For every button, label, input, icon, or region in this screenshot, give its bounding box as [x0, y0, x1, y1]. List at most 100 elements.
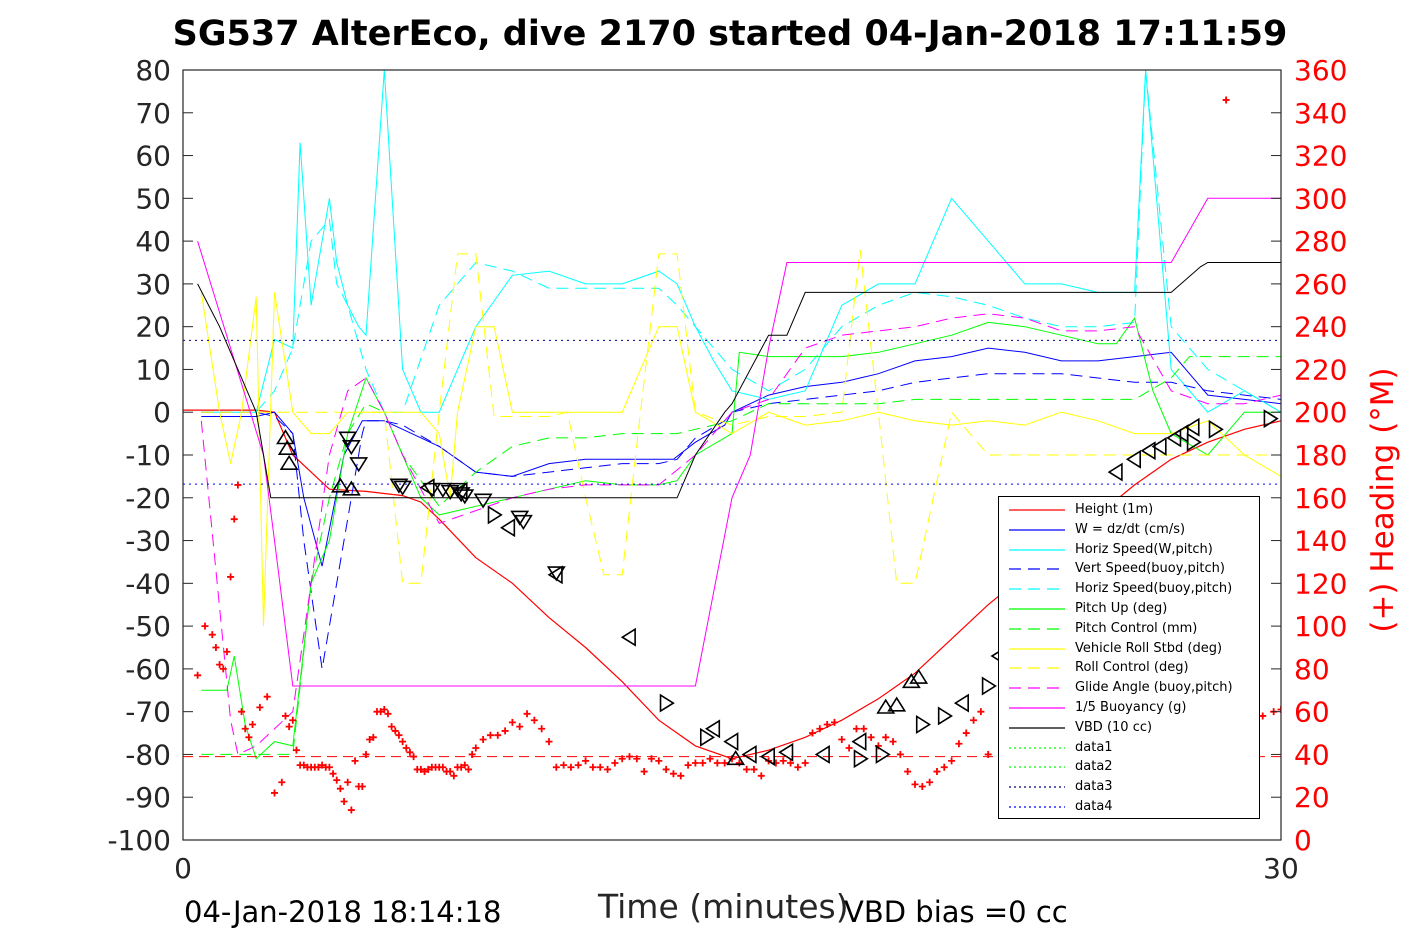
- heading-point: [721, 759, 729, 767]
- legend-swatch: [1009, 667, 1065, 669]
- heading-point: [684, 761, 692, 769]
- heading-point: [647, 755, 655, 763]
- legend-label: data2: [1075, 759, 1113, 775]
- heading-point: [508, 718, 516, 726]
- heading-point: [523, 710, 531, 718]
- gc-marker-up: [726, 750, 746, 766]
- heading-point: [816, 725, 824, 733]
- heading-point: [977, 708, 985, 716]
- legend-swatch: [1009, 529, 1065, 531]
- right-y-tick-label: 80: [1294, 653, 1330, 686]
- legend-label: Roll Control (deg): [1075, 660, 1189, 676]
- heading-point: [351, 757, 359, 765]
- gc-marker-right: [853, 749, 869, 769]
- heading-point: [779, 757, 787, 765]
- heading-point: [611, 759, 619, 767]
- right-y-tick-label: 260: [1294, 268, 1347, 301]
- gc-marker-right: [659, 693, 675, 713]
- heading-point: [911, 780, 919, 788]
- right-y-tick-label: 360: [1294, 54, 1347, 87]
- legend-swatch: [1009, 766, 1065, 768]
- heading-point: [457, 763, 465, 771]
- heading-point: [582, 757, 590, 765]
- legend-item: data1: [999, 740, 1259, 758]
- heading-point: [962, 729, 970, 737]
- right-y-tick-label: 340: [1294, 97, 1347, 130]
- gc-marker-right: [1186, 432, 1202, 452]
- right-y-tick-label: 40: [1294, 738, 1330, 771]
- legend-label: Pitch Control (mm): [1075, 620, 1198, 636]
- x-tick-label: 0: [174, 852, 192, 885]
- heading-point: [787, 759, 795, 767]
- legend-item: Horiz Speed(buoy,pitch): [999, 581, 1259, 599]
- heading-point: [289, 716, 297, 724]
- heading-point: [245, 733, 253, 741]
- legend-label: Vert Speed(buoy,pitch): [1075, 561, 1225, 577]
- heading-point: [757, 772, 765, 780]
- y-tick-label: 0: [153, 396, 171, 429]
- heading-point: [410, 753, 418, 761]
- legend: Height (1m) W = dz/dt (cm/s) Horiz Speed(W…: [998, 496, 1260, 819]
- y-tick-label: -60: [125, 653, 171, 686]
- heading-point: [713, 759, 721, 767]
- heading-point: [735, 759, 743, 767]
- legend-label: Pitch Up (deg): [1075, 601, 1168, 616]
- y-tick-label: -70: [125, 696, 171, 729]
- heading-point: [1222, 96, 1230, 104]
- heading-point: [446, 768, 454, 776]
- heading-point: [391, 727, 399, 735]
- legend-item: Vehicle Roll Stbd (deg): [999, 641, 1259, 659]
- heading-point: [424, 765, 432, 773]
- y-tick-label: 60: [135, 140, 171, 173]
- right-y-tick-label: 220: [1294, 353, 1347, 386]
- legend-item: data3: [999, 779, 1259, 797]
- heading-point: [823, 721, 831, 728]
- vbd-bias-label: VBD bias =0 cc: [844, 895, 1068, 929]
- heading-point: [395, 731, 403, 739]
- heading-point: [417, 765, 425, 773]
- y-tick-label: 40: [135, 225, 171, 258]
- series-vspeed_b: [201, 373, 1281, 669]
- heading-point: [402, 744, 410, 752]
- heading-point: [699, 759, 707, 767]
- y-tick-label: -50: [125, 610, 171, 643]
- legend-label: data3: [1075, 779, 1113, 795]
- heading-point: [626, 753, 634, 761]
- right-y-tick-label: 120: [1294, 567, 1347, 600]
- gc-marker-left: [500, 518, 516, 538]
- legend-item: Pitch Control (mm): [999, 621, 1259, 639]
- heading-point: [940, 763, 948, 771]
- gc-marker-left: [814, 745, 830, 764]
- gc-marker-left: [778, 742, 794, 762]
- gc-marker-left: [1184, 417, 1200, 437]
- heading-point: [314, 763, 322, 771]
- heading-point: [380, 706, 388, 714]
- legend-label: Height (1m): [1075, 502, 1154, 517]
- gc-marker-down: [341, 440, 361, 456]
- heading-point: [486, 731, 494, 739]
- heading-point: [794, 763, 802, 771]
- legend-label: Glide Angle (buoy,pitch): [1075, 680, 1233, 696]
- heading-point: [479, 735, 487, 743]
- heading-point: [208, 631, 216, 639]
- series-glide: [200, 313, 1281, 756]
- heading-point: [212, 644, 220, 651]
- heading-point: [516, 723, 524, 731]
- legend-swatch: [1009, 746, 1065, 749]
- legend-item: W = dz/dt (cm/s): [999, 522, 1259, 540]
- heading-point: [340, 798, 348, 805]
- y-tick-label: -80: [125, 738, 171, 771]
- heading-point: [955, 740, 963, 748]
- series-hspeed_b: [201, 70, 1281, 413]
- legend-swatch: [1009, 786, 1065, 788]
- legend-item: data2: [999, 759, 1259, 777]
- gc-marker-up: [909, 668, 929, 684]
- heading-point: [589, 763, 597, 771]
- heading-point: [633, 755, 641, 763]
- heading-point: [468, 750, 476, 758]
- heading-point: [450, 772, 458, 780]
- end-timestamp: 04-Jan-2018 18:14:18: [184, 895, 502, 929]
- legend-swatch: [1009, 509, 1065, 511]
- heading-point: [896, 750, 904, 758]
- heading-point: [281, 712, 289, 720]
